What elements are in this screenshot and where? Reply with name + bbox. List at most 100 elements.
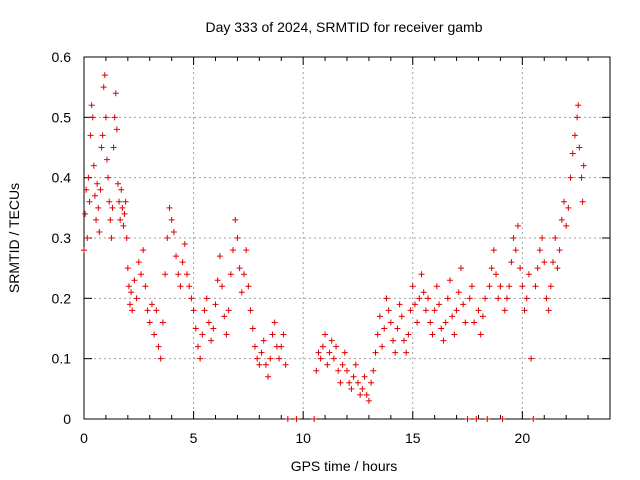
data-point [108, 235, 115, 241]
data-point [118, 186, 125, 193]
data-point [234, 235, 241, 241]
data-point [348, 385, 355, 392]
x-tick-label: 5 [190, 430, 198, 446]
data-point [431, 307, 438, 314]
data-point [488, 265, 495, 272]
data-point [539, 235, 546, 241]
data-point [247, 307, 254, 314]
data-point [120, 222, 127, 229]
data-point [550, 259, 557, 266]
data-point [201, 307, 208, 314]
data-point [254, 355, 261, 362]
data-point [449, 313, 456, 320]
data-point [411, 301, 418, 308]
data-point [341, 349, 348, 356]
data-point [475, 307, 482, 314]
data-point [208, 337, 215, 344]
data-point [532, 283, 539, 290]
data-point [556, 247, 563, 254]
data-point [490, 247, 497, 254]
data-point [536, 247, 543, 254]
data-point [484, 416, 491, 422]
data-point [330, 355, 337, 362]
data-point [199, 331, 206, 338]
data-point [473, 416, 480, 422]
data-point [219, 283, 226, 290]
data-point [197, 355, 204, 362]
data-point [552, 235, 559, 241]
data-point [243, 247, 250, 254]
data-point [418, 271, 425, 278]
data-point [510, 235, 517, 241]
data-point [155, 343, 162, 350]
data-point [460, 301, 467, 308]
data-point [98, 144, 105, 151]
data-point [151, 331, 158, 338]
data-point [387, 319, 394, 326]
chart-title: Day 333 of 2024, SRMTID for receiver gam… [205, 19, 482, 35]
data-point [438, 325, 445, 332]
data-point [214, 277, 221, 284]
data-point [94, 180, 101, 187]
data-point [335, 367, 342, 374]
data-point [153, 307, 160, 314]
data-point [464, 416, 471, 422]
data-point [525, 271, 532, 278]
plot-frame [83, 56, 611, 420]
data-point [567, 174, 574, 181]
data-point [554, 265, 561, 272]
y-tick-label: 0.6 [52, 49, 72, 65]
data-point [205, 319, 212, 326]
x-tick-label: 20 [515, 430, 531, 446]
data-point [142, 283, 149, 290]
data-point [471, 319, 478, 326]
data-point [543, 295, 550, 302]
data-point [324, 361, 331, 368]
data-point [109, 204, 116, 211]
data-point [486, 283, 493, 290]
data-point [112, 90, 119, 97]
data-point [578, 174, 585, 181]
data-point [186, 283, 193, 290]
data-point [278, 343, 285, 350]
data-point [514, 222, 521, 229]
data-point [521, 307, 528, 314]
data-point [269, 331, 276, 338]
data-point [95, 204, 102, 211]
data-point [227, 271, 234, 278]
data-point [89, 114, 96, 121]
data-point [173, 253, 180, 260]
data-point [400, 337, 407, 344]
data-point [100, 84, 107, 91]
data-point [322, 331, 329, 338]
data-point [333, 343, 340, 350]
data-point [407, 307, 414, 314]
data-point [376, 313, 383, 320]
data-point [409, 283, 416, 290]
data-point [271, 319, 278, 326]
data-point [416, 295, 423, 302]
data-point [221, 313, 228, 320]
data-point [216, 253, 223, 260]
data-point [146, 319, 153, 326]
grid [84, 57, 610, 419]
data-point [361, 373, 368, 380]
data-point [251, 343, 258, 350]
data-point [265, 373, 272, 380]
data-point [223, 331, 230, 338]
data-point [117, 216, 124, 223]
data-point [157, 355, 164, 362]
data-point [128, 289, 135, 296]
data-point [110, 144, 117, 151]
data-point [236, 265, 243, 272]
data-point [144, 307, 151, 314]
data-point [508, 259, 515, 266]
data-point [111, 114, 118, 121]
data-point [188, 295, 195, 302]
data-point [177, 283, 184, 290]
y-axis-title: SRMTID / TECUs [6, 183, 22, 293]
data-point [579, 198, 586, 205]
data-point [99, 132, 106, 139]
data-point [90, 162, 97, 169]
